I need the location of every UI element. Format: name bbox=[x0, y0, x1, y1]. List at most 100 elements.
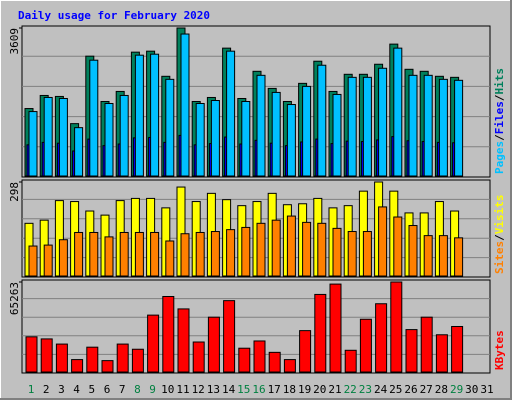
bar bbox=[420, 316, 433, 373]
x-tick-label: 10 bbox=[161, 383, 174, 396]
x-tick-label: 2 bbox=[43, 383, 50, 396]
x-tick-label: 22 bbox=[344, 383, 357, 396]
bar bbox=[43, 96, 53, 177]
bar bbox=[314, 293, 327, 373]
bar bbox=[180, 33, 190, 177]
x-tick-label: 18 bbox=[283, 383, 296, 396]
bar bbox=[192, 341, 205, 373]
x-tick-label: 15 bbox=[237, 383, 250, 396]
bar bbox=[271, 91, 281, 177]
bar bbox=[71, 359, 84, 373]
bar bbox=[119, 94, 129, 177]
bar bbox=[180, 233, 190, 277]
bar bbox=[423, 235, 433, 277]
bar bbox=[286, 104, 296, 177]
bar bbox=[332, 227, 342, 277]
x-tick-label: 5 bbox=[88, 383, 95, 396]
x-tick-label: 7 bbox=[119, 383, 126, 396]
x-tick-label: 17 bbox=[268, 383, 281, 396]
bar bbox=[408, 74, 418, 177]
bar bbox=[134, 231, 144, 277]
bar bbox=[104, 236, 114, 277]
legend-entry: Hits bbox=[493, 68, 506, 95]
bar bbox=[28, 111, 38, 177]
legend-entry: Visits bbox=[493, 195, 506, 235]
bar bbox=[241, 100, 251, 177]
bar bbox=[195, 102, 205, 177]
bar bbox=[43, 244, 53, 277]
bar bbox=[378, 67, 388, 177]
bar bbox=[438, 78, 448, 177]
bar bbox=[408, 225, 418, 277]
y-tick-label: 298 bbox=[8, 182, 21, 202]
bar bbox=[226, 229, 236, 277]
x-tick-label: 26 bbox=[404, 383, 417, 396]
bar bbox=[177, 308, 190, 373]
x-tick-label: 3 bbox=[58, 383, 65, 396]
bar bbox=[378, 206, 388, 277]
bar bbox=[390, 281, 403, 373]
x-tick-label: 12 bbox=[192, 383, 205, 396]
bar bbox=[58, 97, 68, 177]
bar bbox=[131, 348, 144, 373]
bar bbox=[40, 338, 53, 373]
bar bbox=[347, 231, 357, 277]
bar bbox=[286, 215, 296, 277]
bar bbox=[134, 54, 144, 177]
bar bbox=[454, 79, 464, 177]
bar bbox=[104, 102, 114, 177]
bar bbox=[226, 50, 236, 177]
x-tick-label: 29 bbox=[450, 383, 463, 396]
bar bbox=[302, 85, 312, 177]
x-tick-label: 14 bbox=[222, 383, 236, 396]
bar bbox=[344, 349, 357, 373]
x-tick-label: 23 bbox=[359, 383, 372, 396]
bar bbox=[86, 346, 99, 373]
x-tick-label: 24 bbox=[374, 383, 388, 396]
y-tick-label: 3609 bbox=[8, 28, 21, 55]
x-tick-label: 8 bbox=[134, 383, 141, 396]
bar bbox=[150, 231, 160, 277]
bar bbox=[74, 231, 84, 277]
bar bbox=[299, 330, 312, 373]
bar bbox=[362, 231, 372, 277]
x-tick-label: 19 bbox=[298, 383, 311, 396]
bar bbox=[210, 231, 220, 277]
x-tick-label: 30 bbox=[465, 383, 478, 396]
legend-entry: Pages bbox=[493, 141, 506, 174]
bar bbox=[241, 226, 251, 277]
bar bbox=[435, 334, 448, 373]
bar bbox=[147, 314, 160, 373]
bar bbox=[162, 295, 175, 373]
bar bbox=[347, 76, 357, 177]
x-tick-label: 21 bbox=[328, 383, 341, 396]
legend: KBytes bbox=[493, 330, 506, 370]
bar bbox=[317, 222, 327, 277]
bar bbox=[256, 74, 266, 177]
bar bbox=[150, 53, 160, 177]
bar bbox=[223, 300, 236, 373]
bar bbox=[393, 216, 403, 277]
bar bbox=[238, 347, 251, 373]
chart-title: Daily usage for February 2020 bbox=[18, 9, 210, 22]
bar bbox=[271, 219, 281, 277]
bar bbox=[101, 360, 114, 373]
bar bbox=[74, 127, 84, 177]
legend-separator: / bbox=[493, 134, 506, 141]
bar bbox=[454, 237, 464, 277]
bar bbox=[393, 47, 403, 177]
bar bbox=[89, 231, 99, 277]
x-tick-label: 31 bbox=[480, 383, 493, 396]
x-tick-label: 11 bbox=[176, 383, 189, 396]
bar bbox=[332, 93, 342, 177]
bar bbox=[165, 240, 175, 277]
bar bbox=[28, 245, 38, 277]
bar bbox=[359, 318, 372, 373]
legend-separator: / bbox=[493, 94, 506, 101]
bar bbox=[119, 231, 129, 277]
bar bbox=[405, 329, 418, 373]
bar bbox=[165, 78, 175, 177]
bar bbox=[438, 235, 448, 277]
bar bbox=[89, 59, 99, 177]
